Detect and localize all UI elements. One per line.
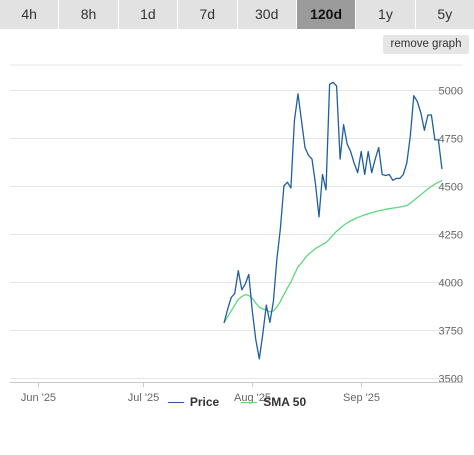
chart-legend: Price SMA 50: [0, 394, 474, 410]
y-tick-label-5000: 5000: [439, 86, 463, 98]
y-tick-label-3750: 3750: [439, 326, 463, 338]
tab-7d[interactable]: 7d: [178, 0, 238, 29]
x-tick-label-3: Sep '25: [343, 392, 380, 404]
x-tick-label-0: Jun '25: [21, 392, 56, 404]
y-tick-label-4750: 4750: [439, 134, 463, 146]
y-tick-label-4000: 4000: [439, 278, 463, 290]
y-tick-label-3500: 3500: [439, 374, 463, 386]
tab-120d[interactable]: 120d: [296, 0, 357, 29]
legend-swatch-price: [167, 401, 184, 403]
legend-item-price[interactable]: Price: [167, 394, 220, 410]
legend-swatch-sma50: [241, 401, 258, 403]
y-tick-label-4250: 4250: [439, 230, 463, 242]
tab-1d[interactable]: 1d: [119, 0, 179, 29]
series-line-sma-50: [223, 180, 443, 324]
x-tick-label-2: Aug '25: [234, 392, 271, 404]
remove-graph-button[interactable]: remove graph: [383, 35, 469, 54]
timeframe-tabbar: 4h 8h 1d 7d 30d 120d 1y 5y: [0, 0, 474, 29]
x-tick-label-1: Jul '25: [128, 392, 159, 404]
tab-5y[interactable]: 5y: [437, 6, 453, 22]
legend-item-sma50[interactable]: SMA 50: [241, 394, 306, 410]
tab-4h[interactable]: 4h: [0, 0, 60, 29]
tab-1y[interactable]: 1y: [356, 0, 416, 29]
tab-8h[interactable]: 8h: [59, 0, 119, 29]
legend-label-sma50: SMA 50: [263, 395, 307, 409]
y-tick-label-4500: 4500: [439, 182, 463, 194]
legend-label-price: Price: [189, 395, 220, 409]
tab-30d[interactable]: 30d: [238, 0, 297, 29]
series-line-price: [223, 81, 443, 360]
